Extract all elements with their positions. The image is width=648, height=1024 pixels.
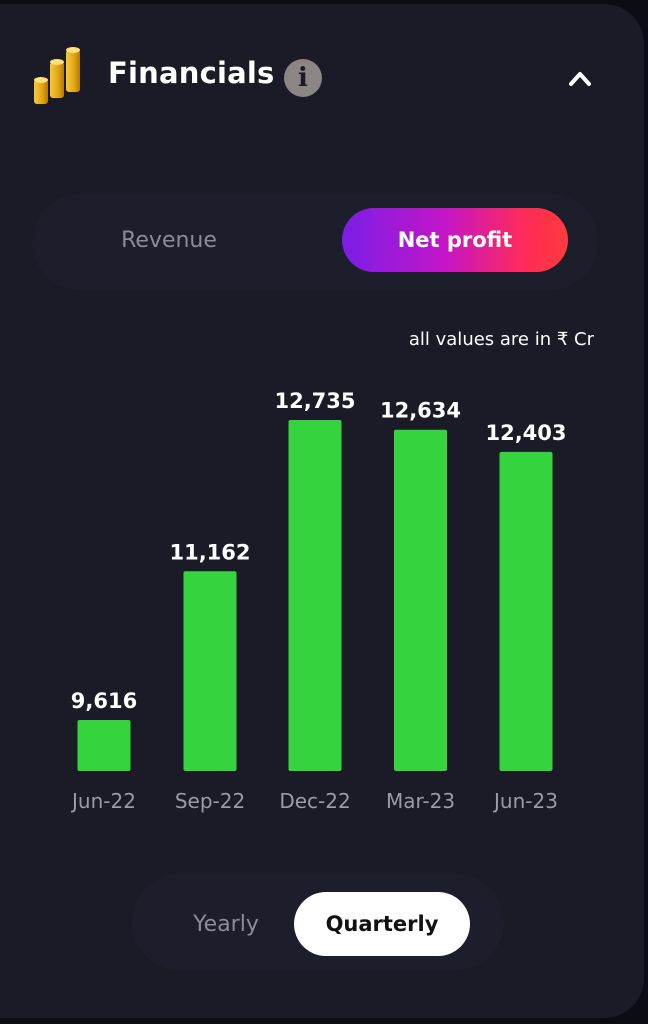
bar-jun-23[interactable] xyxy=(499,451,553,771)
bar-sep-22[interactable] xyxy=(183,571,237,771)
units-note: all values are in ₹ Cr xyxy=(408,329,594,350)
x-tick-label: Jun-23 xyxy=(492,789,558,813)
financials-card: Financials i Revenue Net profit all valu… xyxy=(0,4,644,1018)
value-label: 11,162 xyxy=(169,540,250,564)
value-label: 12,735 xyxy=(274,389,355,413)
bar-jun-22[interactable] xyxy=(77,720,131,771)
value-label: 12,634 xyxy=(380,399,461,423)
x-tick-label: Dec-22 xyxy=(279,789,350,813)
yearly-tab[interactable]: Yearly xyxy=(193,911,259,937)
bar-mar-23[interactable] xyxy=(394,429,447,771)
coin-stack-icon xyxy=(34,47,80,104)
net-profit-tab[interactable]: Net profit xyxy=(342,208,568,272)
revenue-tab[interactable]: Revenue xyxy=(121,227,217,253)
section-title: Financials xyxy=(108,56,275,90)
x-tick-label: Jun-22 xyxy=(70,789,136,813)
value-label: 12,403 xyxy=(485,421,566,445)
net-profit-bar-chart: 9,616 Jun-22 11,162 Sep-22 12,735 Dec-22 12,63… xyxy=(70,389,566,813)
bar-dec-22[interactable] xyxy=(288,420,342,771)
x-tick-label: Sep-22 xyxy=(175,789,245,813)
x-tick-label: Mar-23 xyxy=(386,789,455,813)
quarterly-tab[interactable]: Quarterly xyxy=(294,892,470,956)
info-icon[interactable]: i xyxy=(284,59,322,97)
chevron-up-icon[interactable] xyxy=(566,66,594,90)
value-label: 9,616 xyxy=(71,689,137,713)
